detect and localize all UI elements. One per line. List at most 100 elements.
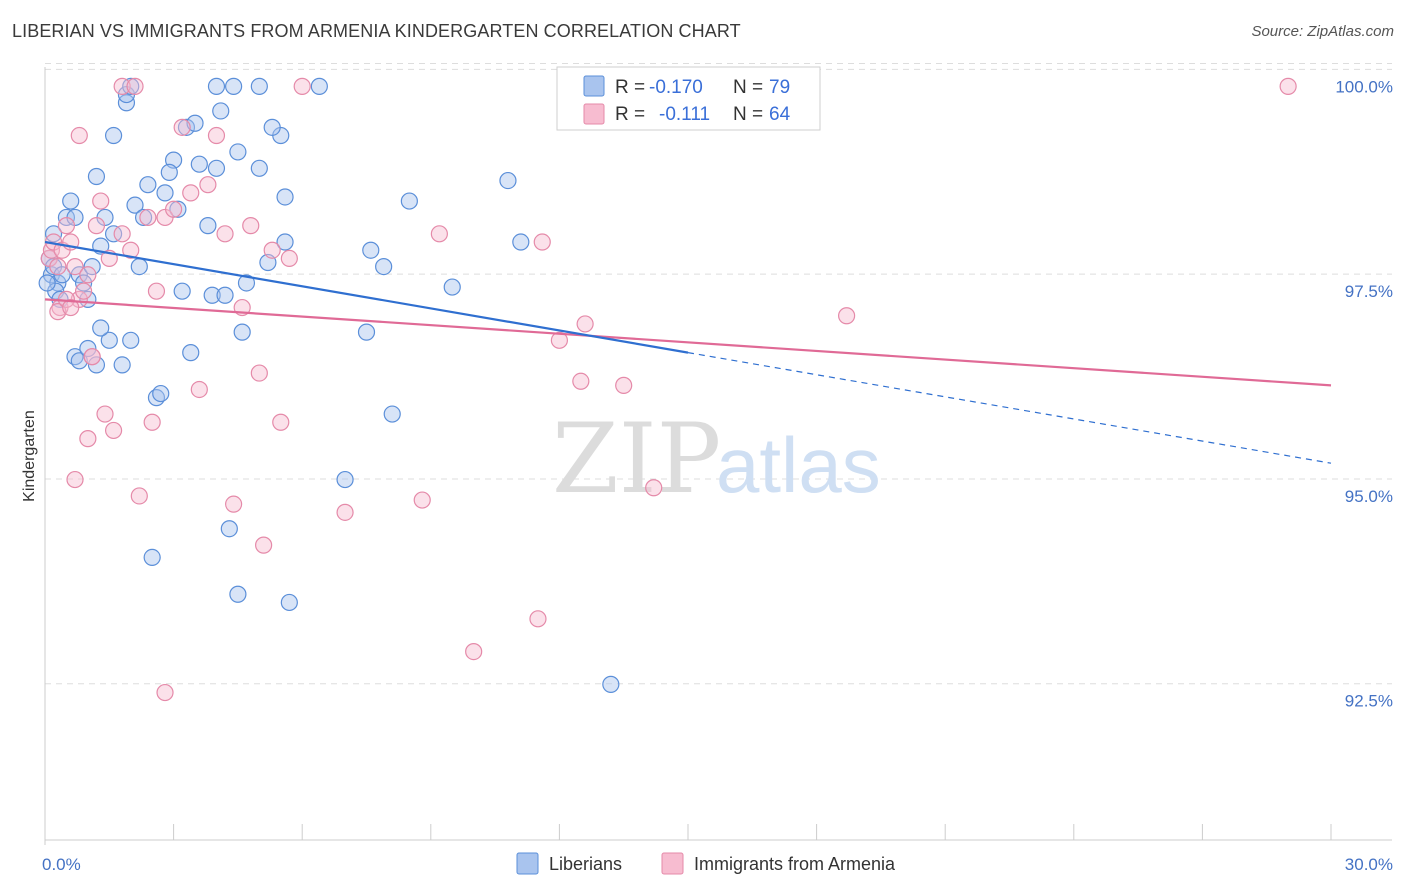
liberian-point [139,176,157,194]
armenia-point [57,217,76,235]
armenia-point [207,126,226,145]
liberian-point [70,352,88,370]
liberian-point [169,200,187,218]
legend-swatch-armenia [583,103,605,125]
liberian-point [122,331,140,349]
liberian-point [199,217,217,235]
bottom-legend-armenia: Immigrants from Armenia [694,854,896,874]
armenia-point [62,298,80,317]
armenia-point [280,249,298,268]
liberian-point [83,257,101,276]
legend-swatch-liberians [583,75,605,97]
legend-box: R = -0.170 N = 79 R = -0.111 N = 64 [556,66,821,131]
liberian-point [207,159,226,177]
liberian-point [225,77,243,95]
liberian-point [602,675,620,693]
liberian-point [186,114,204,132]
liberian-point [233,323,251,341]
armenia-point [263,241,281,259]
armenia-point [74,282,93,300]
armenia-point [533,233,551,251]
gridlines [45,63,1392,685]
liberian-point [134,208,153,227]
legend-n-label-2: N = [733,104,763,125]
armenia-point [173,118,191,136]
liberian-point [143,548,161,566]
armenia-point [165,200,183,218]
liberian-point [229,143,247,161]
armenia-point [645,479,663,497]
liberian-point [152,384,170,403]
liberian-point [130,257,148,276]
armenia-point [225,495,243,513]
armenia-point [147,282,166,300]
armenia-point [143,413,161,431]
armenia-point [66,257,84,276]
armenia-point [242,217,260,235]
watermark-zip: ZIP [552,403,721,515]
y-tick-label: 97.5% [1345,282,1393,301]
liberian-point [113,356,131,374]
legend-n-value-2: 64 [769,104,791,125]
liberian-point [499,171,517,190]
liberian-point [383,405,401,423]
armenia-point [576,315,594,333]
armenia-point [122,241,140,259]
liberian-point [126,196,144,214]
liberian-point [79,339,97,358]
liberian-point [237,274,256,292]
legend-n-label-1: N = [733,77,763,98]
liberian-point [62,192,80,210]
armenia-point [113,77,131,95]
y-tick-labels: 92.5% 95.0% 97.5% 100.0% [1335,77,1393,710]
liberian-point [443,278,461,296]
armenia-point [70,126,88,145]
liberian-point [375,257,393,276]
liberian-point [87,167,106,186]
armenia-point [465,642,483,661]
armenia-point [49,257,67,276]
armenia-point [529,610,547,628]
armenia-point [113,225,131,243]
liberian-point [216,286,234,304]
liberian-point [38,274,56,292]
armenia-points [40,77,1297,702]
armenia-point [550,331,569,349]
legend-n-value-1: 79 [769,77,790,98]
armenia-point [182,184,200,202]
y-tick-label: 92.5% [1345,692,1393,711]
bottom-legend: Liberians Immigrants from Armenia [516,852,896,875]
axes [44,67,1392,845]
armenia-point [66,470,84,489]
liberian-point [400,192,418,210]
armenia-point [96,405,114,423]
armenia-trend-line [44,298,1332,387]
legend-r-label-2: R = [615,104,645,125]
bottom-legend-swatch-liberians [516,852,539,875]
armenia-point [1279,77,1297,95]
liberian-point [250,77,268,95]
chart-source: Source: ZipAtlas.com [1251,23,1394,40]
armenia-point [130,487,148,505]
liberian-point [357,323,376,341]
x-tick-labels: 0.0% 30.0% [42,855,1393,874]
armenia-point [293,77,311,95]
liberian-point [92,319,110,337]
armenia-point [250,364,268,382]
liberian-point [220,520,238,538]
liberian-point [203,286,221,304]
liberian-point [263,118,281,136]
liberian-point [173,282,191,300]
liberian-point [160,163,178,181]
armenia-point [272,413,290,431]
liberian-point [229,585,247,603]
liberians-points [38,77,620,693]
liberians-trend-line [44,240,689,354]
armenia-point [336,503,354,521]
armenia-point [216,225,234,243]
y-tick-label: 100.0% [1335,77,1393,96]
armenia-point [255,536,273,554]
x-tick-label-start: 0.0% [42,855,81,874]
liberian-point [276,233,294,251]
